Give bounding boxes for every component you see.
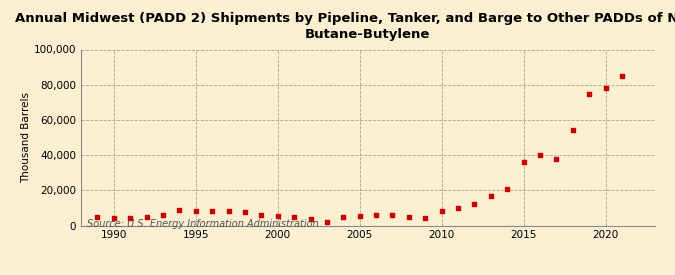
Point bbox=[371, 213, 381, 217]
Point bbox=[321, 220, 332, 224]
Point bbox=[174, 207, 185, 212]
Point bbox=[584, 91, 595, 96]
Point bbox=[190, 209, 201, 214]
Point bbox=[305, 217, 316, 222]
Point bbox=[568, 128, 578, 133]
Point bbox=[92, 214, 103, 219]
Point bbox=[485, 194, 496, 199]
Point bbox=[616, 74, 627, 78]
Point bbox=[223, 209, 234, 214]
Point bbox=[436, 208, 447, 213]
Point bbox=[535, 153, 545, 157]
Point bbox=[387, 213, 398, 217]
Point bbox=[207, 208, 217, 213]
Point bbox=[272, 214, 283, 218]
Point bbox=[502, 186, 512, 191]
Text: Source: U.S. Energy Information Administration: Source: U.S. Energy Information Administ… bbox=[86, 219, 319, 229]
Point bbox=[551, 156, 562, 161]
Point bbox=[256, 213, 267, 217]
Point bbox=[518, 160, 529, 164]
Point bbox=[404, 214, 414, 219]
Point bbox=[240, 210, 250, 214]
Point bbox=[125, 216, 136, 221]
Point bbox=[109, 215, 119, 220]
Point bbox=[289, 214, 300, 219]
Point bbox=[338, 214, 349, 219]
Point bbox=[157, 213, 168, 217]
Y-axis label: Thousand Barrels: Thousand Barrels bbox=[21, 92, 31, 183]
Point bbox=[453, 206, 464, 210]
Point bbox=[354, 214, 365, 218]
Title: Annual Midwest (PADD 2) Shipments by Pipeline, Tanker, and Barge to Other PADDs : Annual Midwest (PADD 2) Shipments by Pip… bbox=[15, 12, 675, 41]
Point bbox=[141, 214, 152, 219]
Point bbox=[469, 201, 480, 206]
Point bbox=[420, 215, 431, 220]
Point bbox=[600, 86, 611, 90]
